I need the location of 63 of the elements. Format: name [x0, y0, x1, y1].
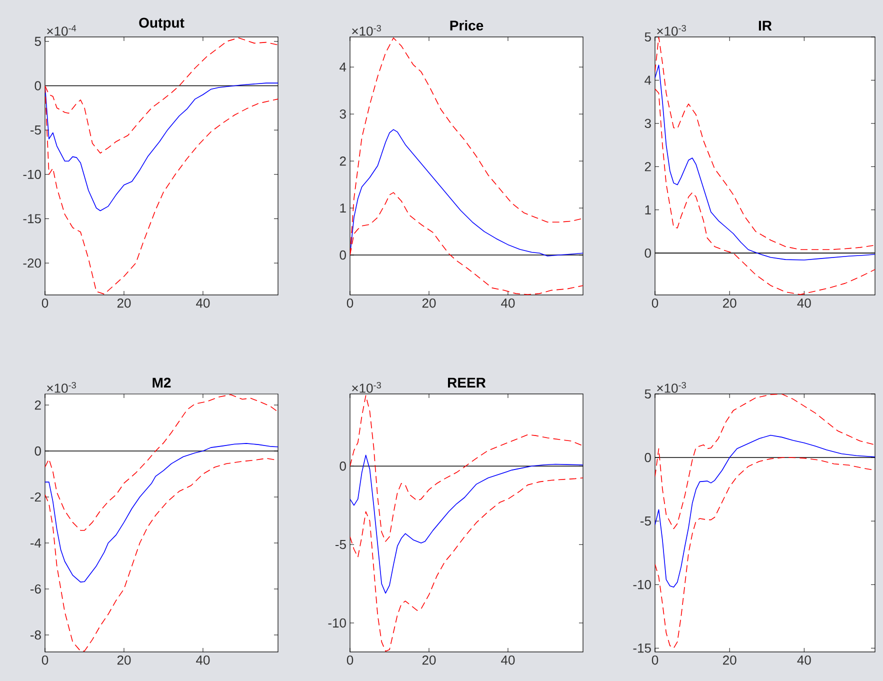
x-tick-label: 20: [422, 656, 436, 665]
y-tick-label: 4: [644, 76, 652, 85]
y-tick-label: 0: [34, 446, 41, 456]
x-tick-label: 20: [422, 298, 436, 308]
chart-title: REER: [448, 378, 486, 388]
y-tick-label: -10: [328, 618, 346, 628]
text: ×10$^{-3}$: [47, 382, 76, 393]
y-tick-label: 1: [340, 204, 346, 213]
y-tick-label: -8: [30, 630, 41, 640]
y-tick-label: 0: [340, 250, 346, 260]
y-tick-label: -20: [23, 258, 41, 268]
text: ×10$^{-4}$: [47, 25, 76, 36]
y-tick-label: -15: [23, 214, 41, 224]
y-tick-label: 3: [644, 118, 651, 128]
chart-title: IR: [758, 20, 772, 30]
y-tick-label: -5: [640, 516, 651, 526]
chart-title: Price: [450, 20, 484, 30]
line-series: [45, 443, 278, 582]
y-tick-label: 3: [340, 109, 346, 119]
y-tick-label: 5: [34, 36, 41, 46]
text: ×10$^{-3}$: [657, 382, 686, 393]
y-tick-label: -2: [30, 492, 41, 502]
y-tick-label: 2: [644, 162, 651, 172]
chart-title: Output: [139, 18, 184, 30]
y-tick-label: -15: [633, 644, 651, 653]
y-tick-label: 0: [34, 81, 41, 90]
x-tick-label: 0: [346, 656, 354, 665]
y-tick-label: -10: [23, 170, 41, 180]
line-series: [350, 395, 584, 542]
y-tick-label: 2: [34, 400, 41, 410]
chart-title: M2: [152, 378, 171, 388]
x-tick-label: 0: [42, 656, 48, 665]
x-tick-label: 40: [501, 298, 515, 308]
x-tick-label: 0: [652, 656, 658, 665]
y-tick-label: -4: [30, 538, 42, 548]
x-tick-label: 20: [117, 298, 131, 308]
y-tick-label: 0: [644, 248, 651, 258]
x-tick-label: 40: [797, 656, 811, 665]
y-tick-label: 1: [645, 205, 651, 214]
x-tick-label: 40: [501, 656, 515, 665]
x-tick-label: 0: [652, 298, 658, 308]
y-tick-label: -10: [633, 580, 651, 590]
text: ×10$^{-3}$: [657, 24, 686, 36]
x-tick-label: 20: [723, 656, 736, 665]
text: ×10$^{-3}$: [352, 24, 381, 36]
y-tick-label: 5: [644, 32, 651, 42]
y-tick-label: -5: [30, 126, 41, 135]
x-tick-label: 40: [196, 656, 210, 665]
y-tick-label: 0: [340, 462, 346, 471]
line-series: [655, 394, 876, 530]
y-tick-label: 0: [644, 452, 651, 462]
y-tick-label: -5: [336, 540, 346, 550]
x-tick-label: 40: [797, 298, 811, 308]
x-tick-label: 0: [346, 298, 354, 308]
y-tick-label: 4: [340, 62, 346, 72]
x-tick-label: 0: [42, 298, 48, 308]
x-tick-label: 20: [723, 298, 736, 308]
text: ×10$^{-3}$: [352, 382, 381, 393]
y-tick-label: 5: [644, 389, 651, 399]
x-tick-label: 40: [196, 298, 210, 308]
x-tick-label: 20: [117, 656, 131, 665]
y-tick-label: -6: [30, 584, 41, 594]
y-tick-label: 2: [340, 156, 346, 166]
